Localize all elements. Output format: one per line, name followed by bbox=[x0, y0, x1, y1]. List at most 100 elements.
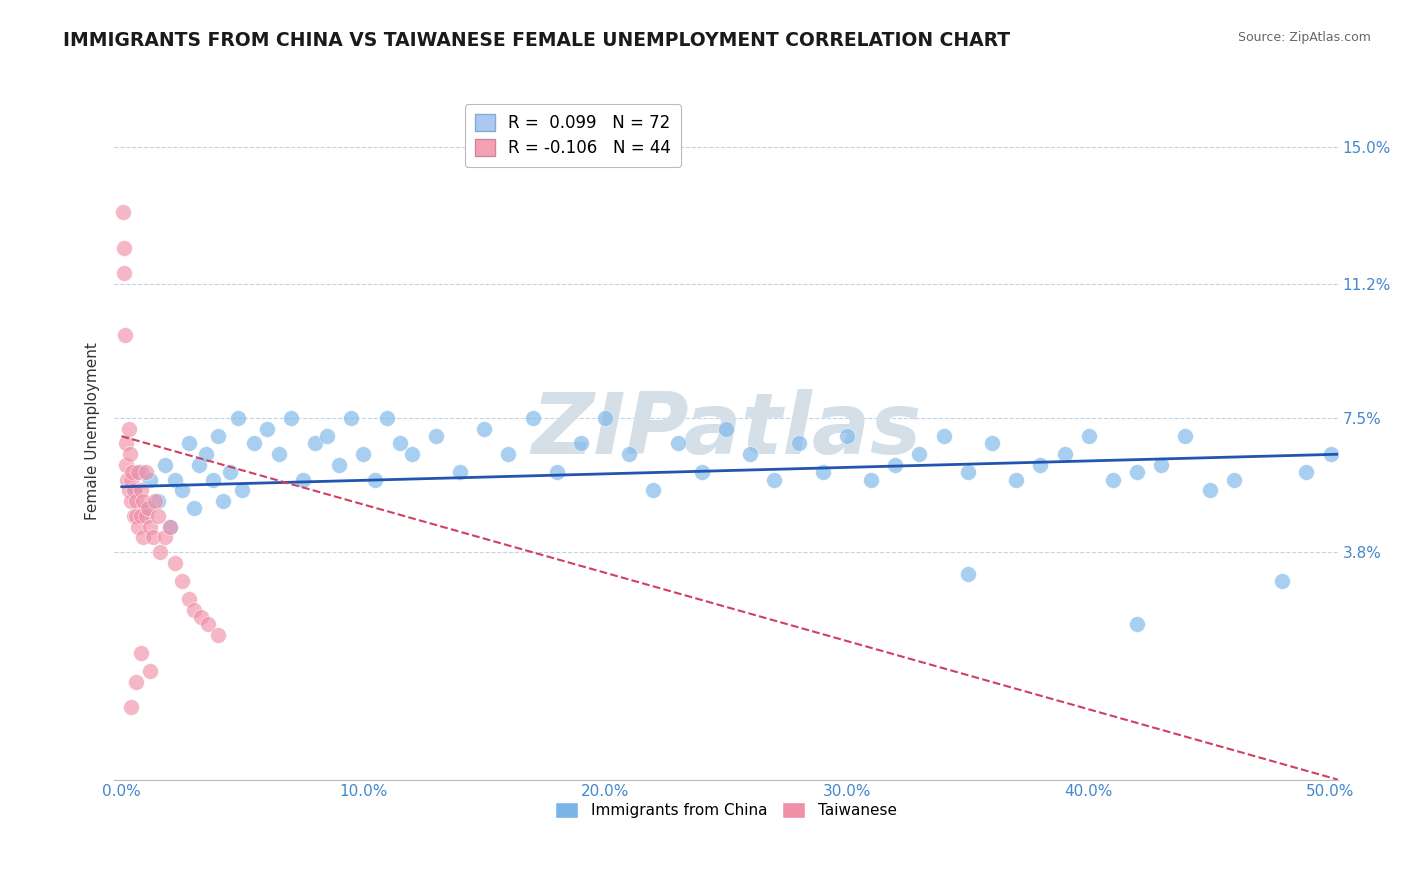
Point bbox=[112, 267, 135, 281]
Point bbox=[159, 519, 181, 533]
Point bbox=[643, 483, 665, 498]
Text: IMMIGRANTS FROM CHINA VS TAIWANESE FEMALE UNEMPLOYMENT CORRELATION CHART: IMMIGRANTS FROM CHINA VS TAIWANESE FEMAL… bbox=[63, 31, 1011, 50]
Point bbox=[190, 610, 212, 624]
Point bbox=[135, 501, 157, 516]
Point bbox=[1150, 458, 1173, 472]
Point bbox=[377, 411, 399, 425]
Point bbox=[1174, 429, 1197, 443]
Point bbox=[153, 530, 176, 544]
Point bbox=[118, 447, 141, 461]
Point bbox=[291, 473, 314, 487]
Point bbox=[120, 473, 142, 487]
Point bbox=[183, 501, 205, 516]
Point bbox=[125, 508, 148, 523]
Point bbox=[619, 447, 641, 461]
Point bbox=[212, 494, 235, 508]
Point bbox=[122, 508, 145, 523]
Point bbox=[121, 466, 143, 480]
Point bbox=[1271, 574, 1294, 588]
Point bbox=[956, 566, 979, 581]
Point bbox=[763, 473, 786, 487]
Point bbox=[690, 466, 713, 480]
Point bbox=[127, 519, 149, 533]
Point bbox=[956, 466, 979, 480]
Point bbox=[118, 483, 141, 498]
Point bbox=[132, 494, 155, 508]
Point bbox=[593, 411, 616, 425]
Point bbox=[129, 466, 152, 480]
Point bbox=[388, 436, 411, 450]
Point bbox=[219, 466, 242, 480]
Point bbox=[179, 591, 201, 606]
Point bbox=[142, 530, 165, 544]
Point bbox=[666, 436, 689, 450]
Point bbox=[740, 447, 762, 461]
Point bbox=[139, 519, 162, 533]
Point bbox=[125, 675, 148, 690]
Point bbox=[139, 664, 162, 678]
Point bbox=[522, 411, 544, 425]
Point bbox=[122, 483, 145, 498]
Point bbox=[114, 328, 136, 343]
Point bbox=[179, 436, 201, 450]
Point bbox=[111, 205, 134, 219]
Point bbox=[280, 411, 302, 425]
Point bbox=[197, 617, 219, 632]
Point bbox=[498, 447, 520, 461]
Point bbox=[1102, 473, 1125, 487]
Point bbox=[207, 628, 229, 642]
Point bbox=[127, 466, 149, 480]
Point bbox=[139, 473, 162, 487]
Point bbox=[256, 422, 278, 436]
Point bbox=[425, 429, 447, 443]
Point bbox=[112, 241, 135, 255]
Point bbox=[117, 473, 139, 487]
Point bbox=[546, 466, 568, 480]
Y-axis label: Female Unemployment: Female Unemployment bbox=[86, 342, 100, 520]
Point bbox=[122, 483, 145, 498]
Text: Source: ZipAtlas.com: Source: ZipAtlas.com bbox=[1237, 31, 1371, 45]
Point bbox=[129, 483, 152, 498]
Point bbox=[472, 422, 495, 436]
Point bbox=[884, 458, 907, 472]
Point bbox=[932, 429, 955, 443]
Point bbox=[364, 473, 387, 487]
Point bbox=[267, 447, 290, 461]
Point bbox=[146, 494, 169, 508]
Point bbox=[187, 458, 209, 472]
Point bbox=[170, 574, 193, 588]
Point bbox=[1223, 473, 1246, 487]
Point bbox=[146, 508, 169, 523]
Point bbox=[231, 483, 253, 498]
Point bbox=[316, 429, 339, 443]
Point bbox=[159, 519, 181, 533]
Point bbox=[132, 530, 155, 544]
Point bbox=[207, 429, 229, 443]
Point bbox=[835, 429, 858, 443]
Point bbox=[714, 422, 737, 436]
Point bbox=[120, 700, 142, 714]
Point bbox=[202, 473, 225, 487]
Point bbox=[195, 447, 218, 461]
Point bbox=[129, 508, 152, 523]
Point bbox=[1319, 447, 1341, 461]
Point bbox=[1029, 458, 1052, 472]
Point bbox=[163, 556, 186, 570]
Point bbox=[125, 494, 148, 508]
Point bbox=[908, 447, 931, 461]
Point bbox=[1126, 466, 1149, 480]
Point bbox=[115, 458, 138, 472]
Point bbox=[352, 447, 374, 461]
Point bbox=[1053, 447, 1076, 461]
Point bbox=[1005, 473, 1028, 487]
Point bbox=[860, 473, 883, 487]
Point bbox=[129, 646, 152, 660]
Point bbox=[135, 466, 157, 480]
Point bbox=[449, 466, 471, 480]
Point bbox=[1126, 617, 1149, 632]
Point bbox=[183, 603, 205, 617]
Point bbox=[115, 436, 138, 450]
Point bbox=[304, 436, 326, 450]
Point bbox=[163, 473, 186, 487]
Point bbox=[401, 447, 423, 461]
